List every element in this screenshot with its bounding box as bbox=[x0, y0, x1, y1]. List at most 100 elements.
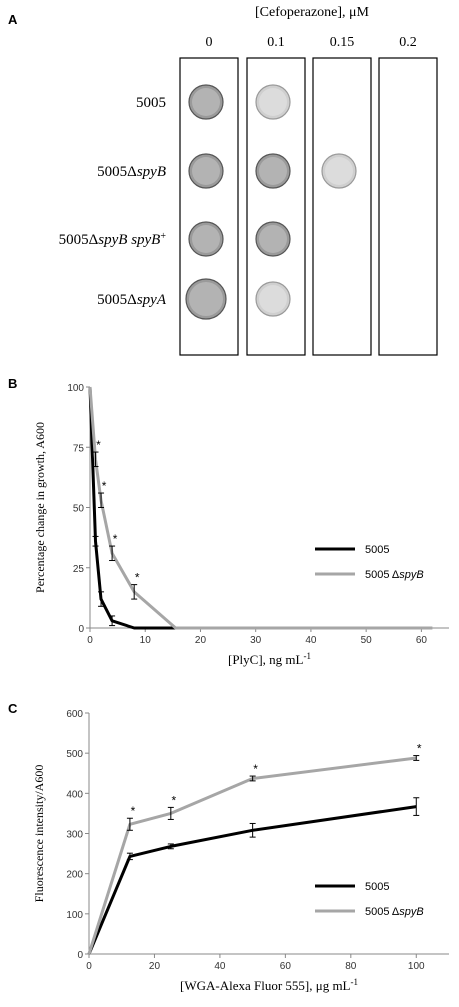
bacterial-spot-inner bbox=[259, 225, 287, 253]
strain-label-italic: spyA bbox=[137, 292, 167, 308]
bacterial-spot-inner bbox=[192, 157, 220, 185]
error-bar bbox=[413, 755, 420, 761]
significance-star: * bbox=[135, 571, 140, 585]
panel-a: A [Cefoperazone], μM 0 0.1 0.15 0.2 5005 500… bbox=[8, 5, 438, 356]
plate-column bbox=[246, 57, 306, 356]
strain-label-italic: spyB spyB bbox=[98, 232, 160, 248]
x-tick-label: 20 bbox=[195, 635, 207, 646]
x-tick-label: 60 bbox=[416, 635, 428, 646]
strain-label-italic: spyB bbox=[137, 164, 166, 180]
x-tick-label: 80 bbox=[345, 961, 357, 972]
error-bar bbox=[109, 545, 116, 562]
legend-label-base: 5005 Δ bbox=[365, 906, 400, 918]
x-axis-label-superscript: -1 bbox=[351, 977, 359, 987]
y-tick-label: 0 bbox=[78, 624, 84, 635]
bacterial-spot-inner bbox=[259, 285, 287, 313]
error-bar bbox=[167, 806, 174, 820]
x-tick-label: 20 bbox=[149, 961, 161, 972]
plate-strip bbox=[312, 57, 372, 356]
legend-item: 5005 ΔspyB bbox=[315, 569, 424, 581]
plate-column bbox=[378, 57, 438, 356]
y-tick-label: 500 bbox=[66, 749, 83, 760]
x-axis-label: [WGA-Alexa Fluor 555], μg mL-1 bbox=[180, 977, 358, 993]
strain-label-base: 5005 bbox=[136, 95, 166, 111]
legend-label: 5005 bbox=[365, 544, 389, 556]
error-bar bbox=[126, 817, 133, 831]
legend-label: 5005 bbox=[365, 881, 389, 893]
y-axis-label: Percentage change in growth, A600 bbox=[33, 422, 47, 593]
series-0 bbox=[87, 797, 420, 955]
error-bar bbox=[413, 797, 420, 816]
x-tick-label: 100 bbox=[408, 961, 425, 972]
series-line bbox=[88, 386, 433, 630]
x-tick-label: 40 bbox=[305, 635, 317, 646]
y-axis-label: Fluorescence intensity/A600 bbox=[32, 765, 46, 903]
legend-label: 5005 ΔspyB bbox=[365, 906, 424, 918]
x-tick-label: 0 bbox=[86, 961, 92, 972]
error-bar bbox=[126, 852, 133, 861]
strain-label: 5005ΔspyB spyB+ bbox=[59, 231, 167, 249]
significance-star: * bbox=[171, 793, 176, 807]
series-1: * * * * bbox=[88, 386, 433, 630]
bacterial-spot-inner bbox=[259, 88, 287, 116]
y-tick-label: 600 bbox=[66, 709, 83, 720]
error-bar bbox=[167, 843, 174, 850]
concentration-label: 0 bbox=[206, 35, 213, 50]
x-axis-label: [PlyC], ng mL-1 bbox=[228, 651, 311, 667]
plate-column bbox=[179, 57, 239, 356]
strain-label: 5005ΔspyA bbox=[97, 292, 167, 308]
x-tick-label: 10 bbox=[140, 635, 152, 646]
x-tick-label: 30 bbox=[250, 635, 262, 646]
series-1: * * * * bbox=[87, 742, 422, 955]
y-tick-label: 100 bbox=[66, 910, 83, 921]
error-bar bbox=[249, 775, 256, 782]
error-bar bbox=[131, 584, 138, 600]
y-tick-label: 75 bbox=[73, 443, 85, 454]
series-line bbox=[88, 386, 179, 630]
plate-strip bbox=[378, 57, 438, 356]
panel-b-letter: B bbox=[8, 376, 17, 391]
error-bar bbox=[98, 591, 105, 607]
error-bar bbox=[109, 615, 116, 627]
legend-label-italic: spyB bbox=[399, 906, 423, 918]
legend-label: 5005 ΔspyB bbox=[365, 569, 424, 581]
legend-item: 5005 ΔspyB bbox=[315, 906, 424, 918]
bacterial-spot-inner bbox=[192, 88, 220, 116]
strain-label-base: 5005Δ bbox=[97, 292, 137, 308]
bacterial-spot-inner bbox=[192, 225, 220, 253]
significance-star: * bbox=[417, 742, 422, 756]
plate-column bbox=[312, 57, 372, 356]
panel-c-letter: C bbox=[8, 701, 18, 716]
x-tick-label: 50 bbox=[361, 635, 373, 646]
concentration-label: 0.2 bbox=[399, 35, 417, 50]
x-axis-label-main: [PlyC], ng mL bbox=[228, 652, 304, 667]
error-bar bbox=[92, 535, 99, 547]
significance-star: * bbox=[96, 438, 101, 452]
strain-label-superscript: + bbox=[160, 231, 166, 242]
x-tick-label: 0 bbox=[87, 635, 93, 646]
bacterial-spot-inner bbox=[325, 157, 353, 185]
error-bar bbox=[249, 822, 256, 838]
strain-label: 5005 bbox=[136, 95, 166, 111]
x-tick-label: 40 bbox=[214, 961, 226, 972]
panel-b: B 0 25 50 75 100 0 10 20 30 40 50 60 Percentage chan… bbox=[8, 376, 449, 667]
strain-label: 5005ΔspyB bbox=[97, 164, 166, 180]
x-axis-label-main: [WGA-Alexa Fluor 555], μg mL bbox=[180, 978, 351, 993]
strain-label-base: 5005Δ bbox=[59, 232, 99, 248]
significance-star: * bbox=[102, 479, 107, 493]
concentration-label: 0.15 bbox=[330, 35, 355, 50]
panel-a-title: [Cefoperazone], μM bbox=[255, 5, 370, 20]
panel-c: C 0 100 200 300 400 500 600 0 20 40 60 80 100 Fluores… bbox=[8, 701, 449, 993]
y-tick-label: 100 bbox=[67, 383, 84, 394]
legend-item: 5005 bbox=[315, 544, 389, 556]
significance-star: * bbox=[253, 762, 258, 776]
y-tick-label: 25 bbox=[73, 564, 85, 575]
series-line bbox=[87, 756, 417, 955]
bacterial-spot-inner bbox=[259, 157, 287, 185]
strain-label-base: 5005Δ bbox=[97, 164, 137, 180]
legend-label-italic: spyB bbox=[399, 569, 423, 581]
concentration-label: 0.1 bbox=[267, 35, 285, 50]
significance-star: * bbox=[131, 804, 136, 818]
bacterial-spot-inner bbox=[189, 282, 223, 316]
y-tick-label: 300 bbox=[66, 830, 83, 841]
